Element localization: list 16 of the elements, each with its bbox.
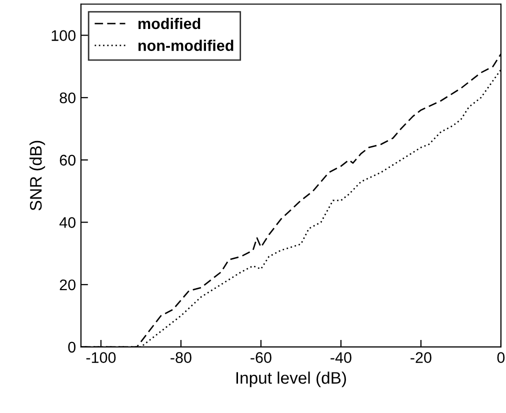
y-tick-label: 40 <box>59 217 76 228</box>
legend-label: modified <box>138 18 200 30</box>
x-tick-label: 0 <box>497 352 505 364</box>
y-tick-label: 20 <box>60 279 76 290</box>
y-tick-label: 80 <box>60 92 76 104</box>
x-axis-title: Input level (dB) <box>236 372 346 388</box>
x-tick-label: -20 <box>410 352 432 364</box>
legend-label: non-modified <box>138 40 234 51</box>
y-tick-label: 60 <box>60 154 76 166</box>
y-tick-label: 0 <box>68 342 76 353</box>
x-tick-label: -80 <box>170 352 192 364</box>
x-tick-label: -60 <box>250 352 272 364</box>
x-tick-label: -100 <box>86 352 116 364</box>
y-tick-label: 100 <box>52 30 76 41</box>
x-tick-label: -40 <box>330 352 352 364</box>
y-axis-title: SNR (dB) <box>30 140 46 210</box>
